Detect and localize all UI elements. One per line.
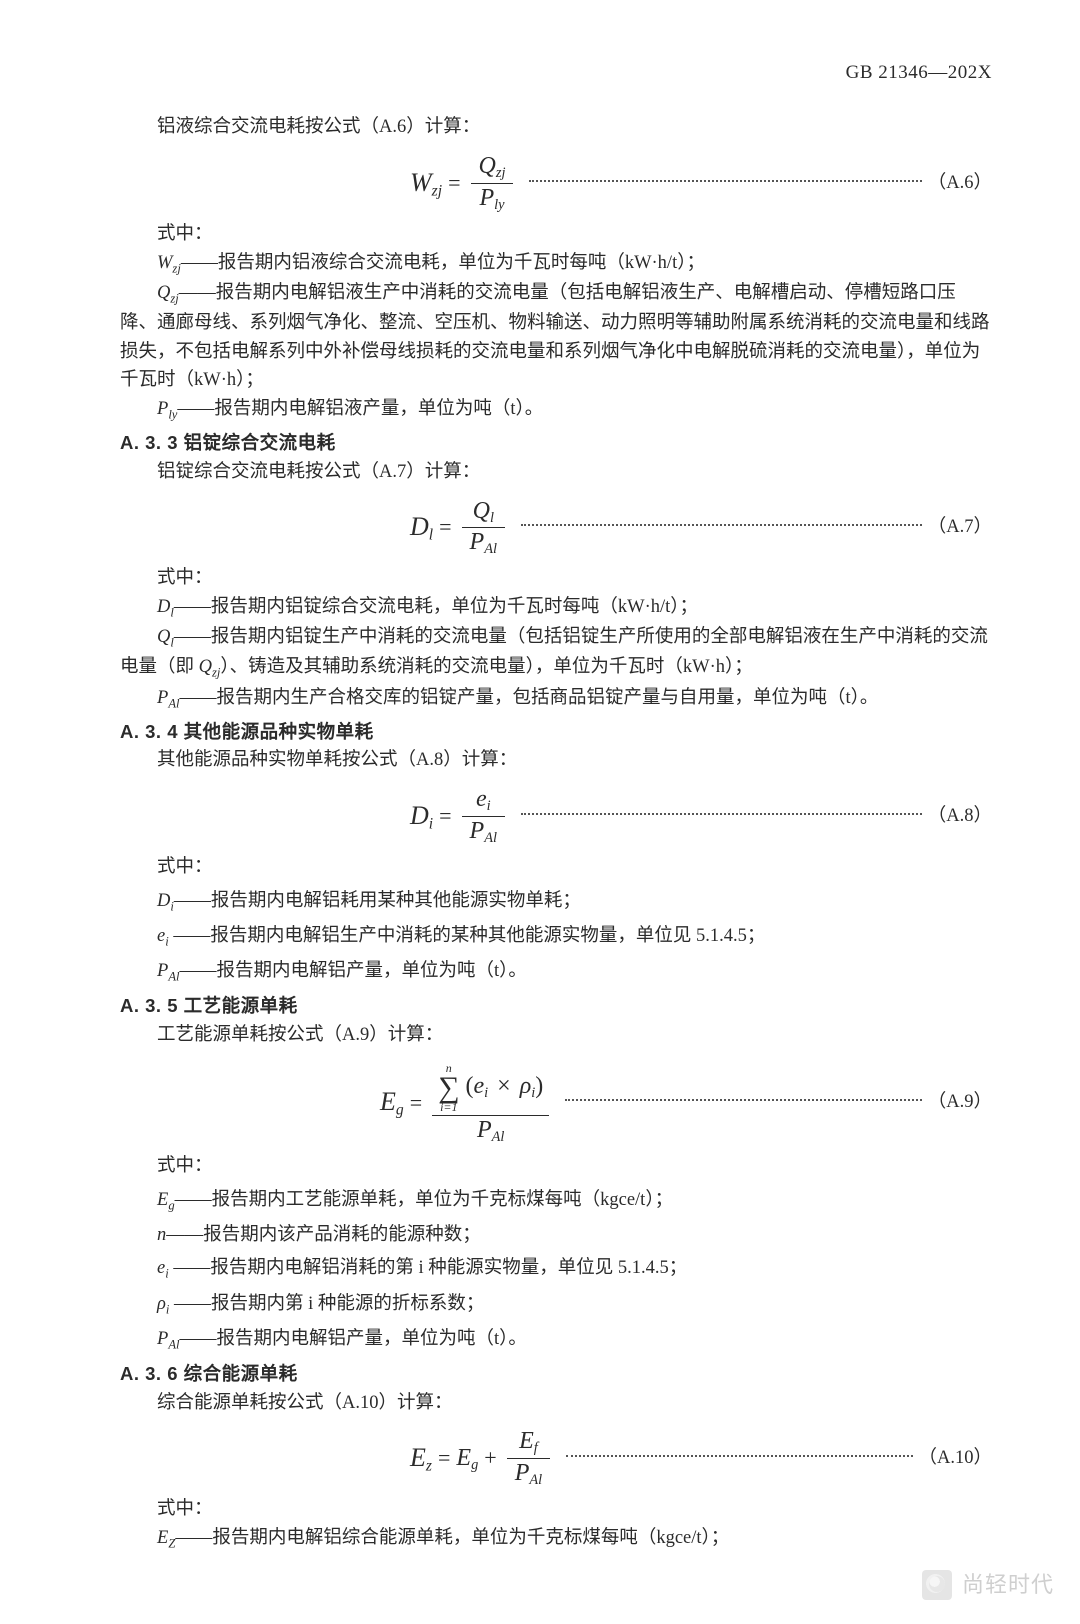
section-title-a35: A. 3. 5 工艺能源单耗: [120, 992, 990, 1021]
intro-a10: 综合能源单耗按公式（A.10）计算：: [120, 1389, 990, 1418]
shizhong-a7: 式中：: [120, 564, 990, 593]
defs-a9: Eg——报告期内工艺能源单耗，单位为千克标煤每吨（kgce/t）； n——报告期…: [120, 1186, 990, 1355]
section-a33: 铝锭综合交流电耗按公式（A.7）计算： Dl = Ql PAl （A.7） 式中…: [120, 458, 990, 714]
doc-code-header: GB 21346—202X: [120, 58, 992, 87]
shizhong-a9: 式中：: [120, 1152, 990, 1181]
section-title-a34: A. 3. 4 其他能源品种实物单耗: [120, 718, 990, 747]
equation-a6: Wzj = Qzj Ply （A.6）: [120, 152, 990, 214]
defs-a10: EZ——报告期内电解铝综合能源单耗，单位为千克标煤每吨（kgce/t）；: [120, 1524, 990, 1554]
section-title-a36: A. 3. 6 综合能源单耗: [120, 1360, 990, 1389]
section-a36: 综合能源单耗按公式（A.10）计算： Ez = Eg + Ef PAl （A.1…: [120, 1389, 990, 1554]
section-a35: 工艺能源单耗按公式（A.9）计算： Eg = n ∑ i=1 (ei × ρi)…: [120, 1021, 990, 1355]
intro-a9: 工艺能源单耗按公式（A.9）计算：: [120, 1021, 990, 1050]
defs-a8: Di——报告期内电解铝耗用某种其他能源实物单耗； ei ——报告期内电解铝生产中…: [120, 887, 990, 988]
defs-a6: Wzj——报告期内铝液综合交流电耗，单位为千瓦时每吨（kW·h/t）； Qzj—…: [120, 249, 990, 426]
defs-a7: Dl——报告期内铝锭综合交流电耗，单位为千瓦时每吨（kW·h/t）； Ql——报…: [120, 593, 990, 714]
section-title-a33: A. 3. 3 铝锭综合交流电耗: [120, 429, 990, 458]
watermark-icon: [922, 1570, 952, 1600]
equation-a10: Ez = Eg + Ef PAl （A.10）: [120, 1427, 990, 1489]
shizhong-a6: 式中：: [120, 220, 990, 249]
watermark: 尚轻时代: [922, 1568, 1054, 1602]
intro-a7: 铝锭综合交流电耗按公式（A.7）计算：: [120, 458, 990, 487]
equation-a7: Dl = Ql PAl （A.7）: [120, 497, 990, 559]
shizhong-a10: 式中：: [120, 1495, 990, 1524]
section-a32-tail: 铝液综合交流电耗按公式（A.6）计算： Wzj = Qzj Ply （A.6） …: [120, 113, 990, 425]
watermark-text: 尚轻时代: [962, 1568, 1054, 1602]
intro-a8: 其他能源品种实物单耗按公式（A.8）计算：: [120, 746, 990, 775]
equation-a9: Eg = n ∑ i=1 (ei × ρi) PAl （A.9）: [120, 1060, 990, 1146]
section-a34: 其他能源品种实物单耗按公式（A.8）计算： Di = ei PAl （A.8） …: [120, 746, 990, 987]
equation-a8: Di = ei PAl （A.8）: [120, 785, 990, 847]
shizhong-a8: 式中：: [120, 853, 990, 882]
intro-a6: 铝液综合交流电耗按公式（A.6）计算：: [120, 113, 990, 142]
